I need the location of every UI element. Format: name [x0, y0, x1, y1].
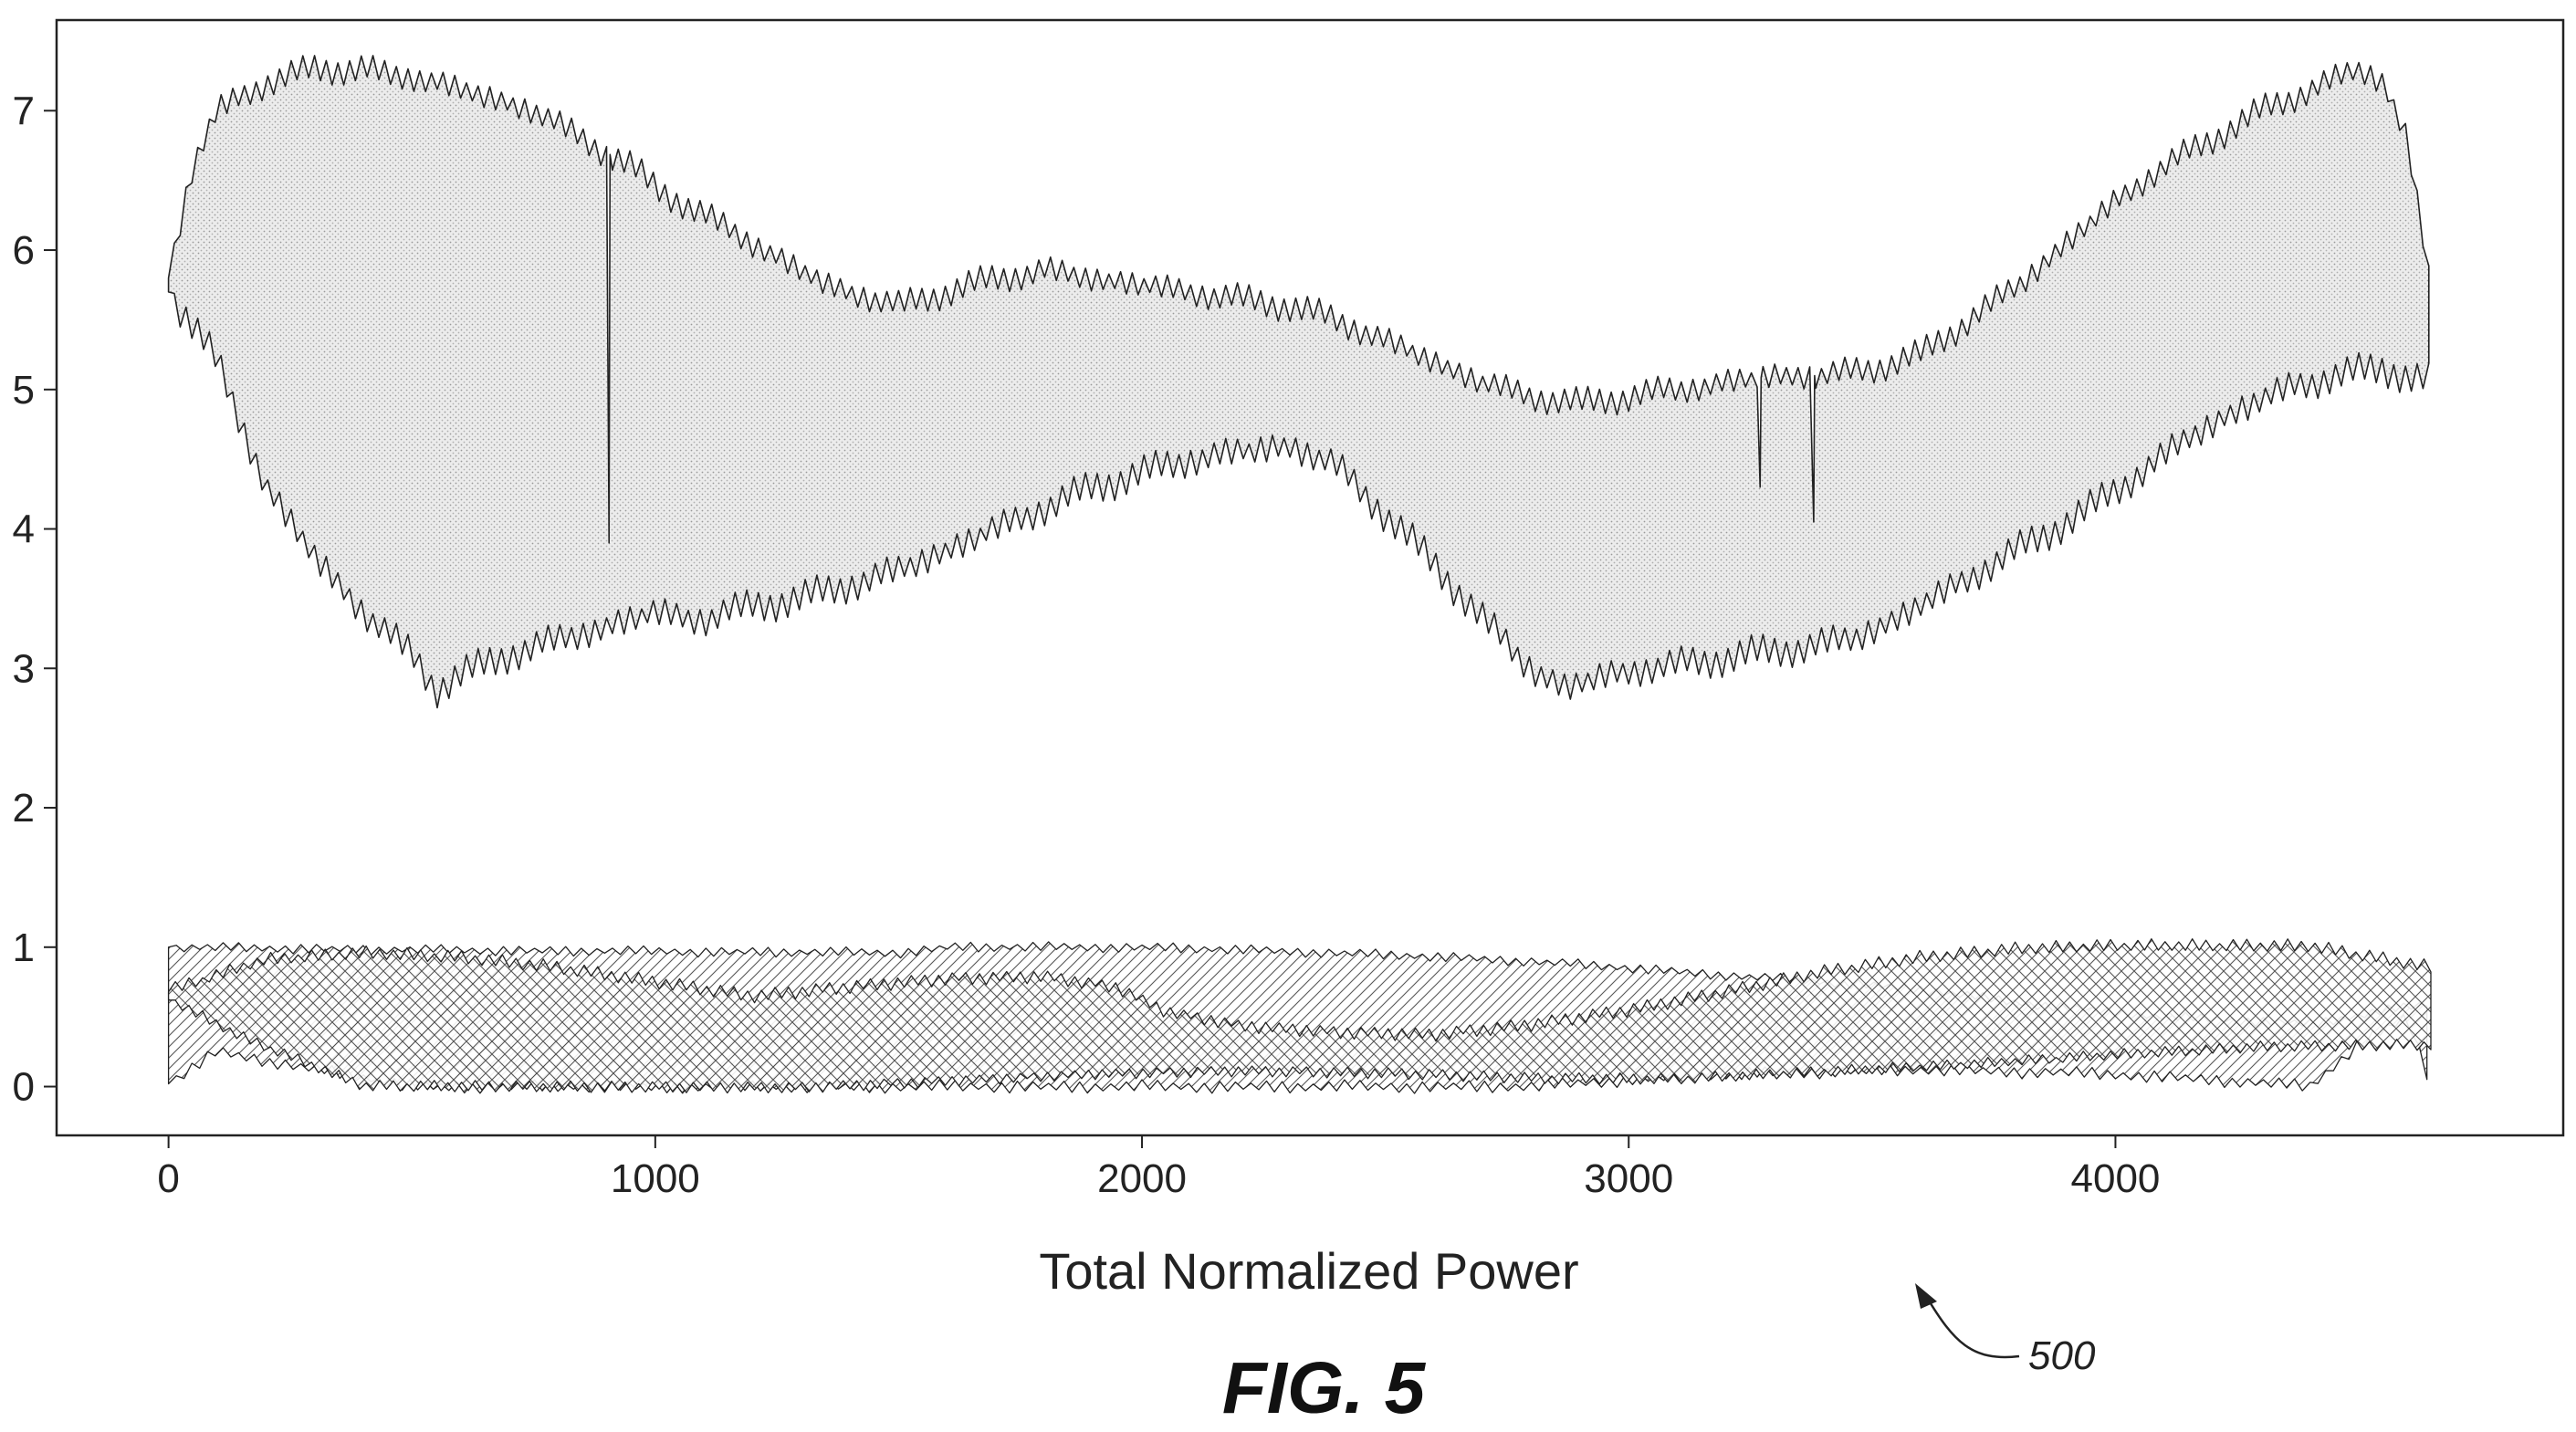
x-tick-label: 2000 — [1097, 1156, 1187, 1201]
y-tick-label: 2 — [13, 786, 35, 831]
series-band-crosshatch — [167, 938, 2432, 1094]
x-tick-label: 3000 — [1584, 1156, 1673, 1201]
x-tick-label: 0 — [157, 1156, 179, 1201]
series-band-stipple — [167, 55, 2430, 709]
reference-leader-arrow — [1924, 1295, 2020, 1359]
y-tick-label: 0 — [13, 1065, 35, 1110]
y-axis-ticks: 0 1 2 3 4 5 6 7 — [13, 89, 57, 1110]
reference-arrowhead — [1915, 1283, 1937, 1309]
y-tick-label: 5 — [13, 368, 35, 413]
figure-caption: FIG. 5 — [1222, 1347, 1427, 1428]
series-layer — [167, 55, 2432, 1094]
reference-numeral: 500 — [2028, 1333, 2096, 1378]
x-tick-label: 4000 — [2071, 1156, 2161, 1201]
x-tick-label: 1000 — [611, 1156, 700, 1201]
y-tick-label: 3 — [13, 646, 35, 691]
y-tick-label: 7 — [13, 89, 35, 133]
x-axis-title: Total Normalized Power — [1039, 1242, 1578, 1300]
plot-frame — [55, 18, 2565, 1137]
y-tick-label: 6 — [13, 228, 35, 273]
y-tick-label: 4 — [13, 507, 35, 552]
y-tick-label: 1 — [13, 925, 35, 970]
x-axis-ticks: 0 1000 2000 3000 4000 — [157, 1135, 2160, 1201]
